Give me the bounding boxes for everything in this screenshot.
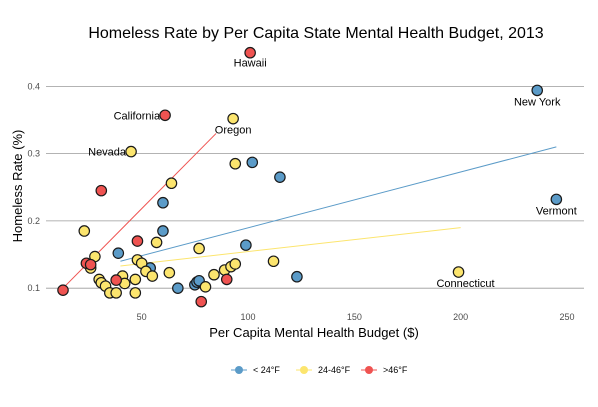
legend: < 24°F 24-46°F >46°F [231, 365, 408, 375]
x-tick-label: 100 [241, 312, 256, 322]
legend-label: < 24°F [253, 365, 280, 375]
x-axis-label: Per Capita Mental Health Budget ($) [209, 325, 419, 340]
y-axis-label: Homeless Rate (%) [10, 130, 25, 243]
y-axis-ticks: 0.1 0.2 0.3 0.4 [27, 81, 40, 293]
data-point [125, 145, 137, 158]
data-point [129, 273, 142, 286]
data-point [150, 236, 163, 249]
point-annotations: Hawaii New York California Oregon Nevada Verm… [88, 58, 577, 290]
data-point [78, 225, 91, 237]
x-tick-label: 150 [347, 312, 362, 322]
data-point [57, 284, 69, 296]
y-tick-label: 0.2 [27, 216, 40, 226]
legend-label: 24-46°F [318, 365, 351, 375]
data-point [229, 157, 242, 170]
trend-line [120, 227, 461, 267]
data-point [159, 109, 171, 122]
data-point [195, 295, 208, 308]
y-tick-label: 0.1 [27, 283, 40, 293]
data-point [165, 177, 178, 190]
point-label: New York [514, 96, 561, 108]
legend-key-marker [235, 366, 243, 374]
point-label: Oregon [215, 125, 252, 137]
point-label: Nevada [88, 147, 127, 159]
data-point [452, 266, 465, 278]
data-point [274, 171, 286, 183]
point-label: Hawaii [234, 58, 267, 70]
data-point [550, 193, 563, 206]
data-point [112, 247, 125, 259]
data-point [95, 184, 108, 197]
x-tick-label: 250 [559, 312, 574, 322]
y-tick-label: 0.4 [27, 81, 40, 91]
data-point [267, 255, 280, 268]
data-point [208, 268, 220, 281]
data-point [199, 281, 212, 293]
data-point [240, 239, 252, 251]
point-label: California [114, 110, 161, 122]
legend-key-marker [300, 366, 308, 374]
data-point [129, 287, 142, 299]
data-point [244, 46, 256, 59]
data-point [157, 225, 169, 237]
data-point [193, 242, 205, 255]
data-point [531, 84, 544, 97]
data-point [146, 270, 159, 282]
data-point [110, 287, 122, 299]
data-point [229, 258, 242, 270]
y-tick-label: 0.3 [27, 149, 40, 159]
data-point [246, 156, 259, 169]
data-point [84, 258, 97, 271]
chart-title: Homeless Rate by Per Capita State Mental… [88, 25, 543, 42]
data-point [131, 235, 144, 247]
data-point [291, 270, 303, 283]
data-point [157, 196, 169, 209]
trend-line [120, 146, 557, 262]
legend-label: >46°F [383, 365, 408, 375]
data-point [227, 112, 239, 125]
point-label: Vermont [536, 205, 577, 217]
data-point [163, 266, 176, 279]
data-point [220, 273, 233, 286]
x-tick-label: 200 [453, 312, 468, 322]
legend-key-marker [365, 366, 373, 374]
data-points [57, 46, 563, 308]
data-point [110, 274, 122, 286]
point-label: Connecticut [436, 278, 494, 290]
x-tick-label: 50 [137, 312, 147, 322]
data-point [172, 282, 184, 294]
x-axis-ticks: 50 100 150 200 250 [137, 312, 575, 322]
